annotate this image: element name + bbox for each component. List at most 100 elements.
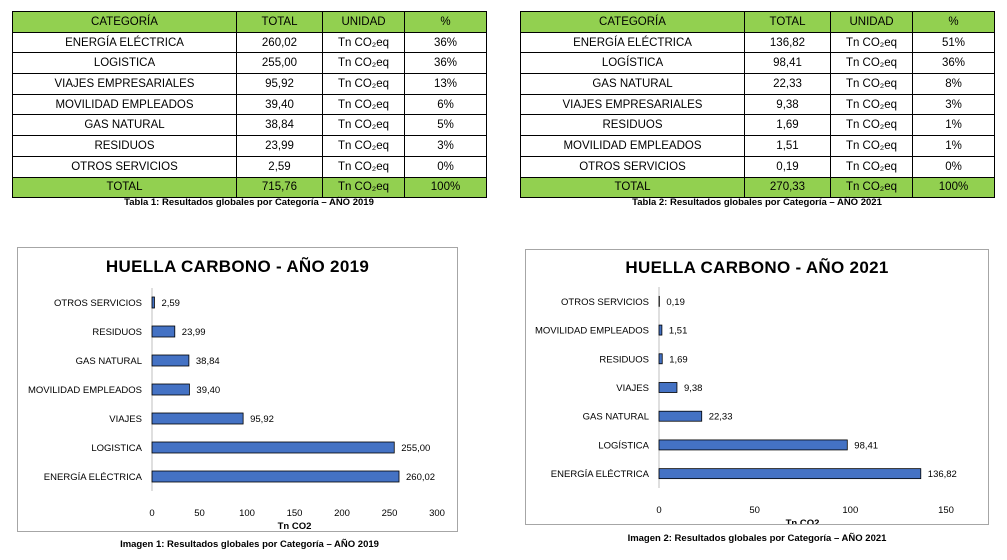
table-total-row: TOTAL 715,76 Tn CO₂eq 100%: [12, 176, 487, 199]
x-tick-label: 300: [429, 508, 445, 519]
bar: [658, 353, 663, 365]
results-table-2019: CATEGORÍA TOTAL UNIDAD % ENERGÍA ELÉCTRI…: [12, 11, 487, 199]
bar: [151, 354, 190, 367]
cell-unit: Tn CO₂eq: [322, 52, 405, 75]
cell-category: RESIDUOS: [520, 114, 745, 137]
table-row: VIAJES EMPRESARIALES 95,92 Tn CO₂eq 13%: [12, 73, 487, 95]
cell-total: 136,82: [744, 31, 831, 54]
value-label: 0,19: [666, 297, 685, 308]
cell-unit: Tn CO₂eq: [830, 73, 913, 95]
category-label: VIAJES: [616, 383, 649, 394]
chart-2019-plot: OTROS SERVICIOS 2,59 RESIDUOS 23,99 GAS NATU…: [28, 288, 445, 531]
x-axis-title: Tn CO2: [786, 518, 820, 524]
bar: [658, 382, 678, 393]
value-label: 23,99: [182, 327, 206, 338]
chart-2021-plot: OTROS SERVICIOS 0,19 MOVILIDAD EMPLEADOS 1,…: [535, 287, 957, 524]
x-tick-label: 250: [382, 508, 398, 519]
bar: [658, 468, 922, 480]
x-tick-label: 150: [287, 508, 303, 519]
cell-unit: Tn CO₂eq: [322, 31, 405, 54]
cell-unit: Tn CO₂eq: [830, 135, 913, 157]
table-row: ENERGÍA ELÉCTRICA 136,82 Tn CO₂eq 51%: [520, 31, 995, 54]
cell-total: 95,92: [236, 73, 323, 95]
cell-unit: Tn CO₂eq: [830, 114, 913, 137]
cell-percent: 36%: [404, 31, 487, 54]
category-label: GAS NATURAL: [76, 356, 142, 367]
x-tick-label: 50: [749, 505, 760, 516]
value-label: 136,82: [928, 469, 957, 480]
bar: [658, 439, 848, 451]
cell-percent: 6%: [404, 93, 487, 116]
category-label: RESIDUOS: [599, 354, 649, 365]
table-total-row: TOTAL 270,33 Tn CO₂eq 100%: [520, 176, 995, 199]
header-percent: %: [404, 11, 487, 33]
table-2021-caption: Tabla 2: Resultados globales por Categor…: [632, 197, 882, 208]
cell-category: LOGISTICA: [12, 52, 237, 75]
cell-percent: 36%: [404, 52, 487, 75]
table-row: OTROS SERVICIOS 2,59 Tn CO₂eq 0%: [12, 155, 487, 178]
chart-title: HUELLA CARBONO - AÑO 2019: [105, 257, 370, 276]
table-row: MOVILIDAD EMPLEADOS 39,40 Tn CO₂eq 6%: [12, 93, 487, 116]
header-unit: UNIDAD: [830, 11, 913, 33]
x-tick-label: 100: [842, 505, 858, 516]
bar: [658, 324, 663, 336]
bar: [151, 383, 190, 396]
cell-total: 1,51: [744, 135, 831, 157]
header-percent: %: [912, 11, 995, 33]
category-label: OTROS SERVICIOS: [54, 298, 142, 309]
value-label: 1,69: [669, 354, 688, 365]
cell-unit: Tn CO₂eq: [322, 135, 405, 157]
x-tick-label: 150: [938, 505, 954, 516]
header-total: TOTAL: [744, 11, 831, 33]
cell-total: 22,33: [744, 73, 831, 95]
x-tick-label: 100: [239, 508, 255, 519]
category-label: ENERGÍA ELÉCTRICA: [44, 472, 143, 483]
cell-category: LOGÍSTICA: [520, 52, 745, 75]
cell-total: 9,38: [744, 93, 831, 116]
x-tick-label: 0: [149, 508, 154, 519]
cell-total: 260,02: [236, 31, 323, 54]
cell-total: 23,99: [236, 135, 323, 157]
table-row: ENERGÍA ELÉCTRICA 260,02 Tn CO₂eq 36%: [12, 31, 487, 54]
category-label: VIAJES: [109, 414, 142, 425]
header-unit: UNIDAD: [322, 11, 405, 33]
cell-unit: Tn CO₂eq: [830, 31, 913, 54]
value-label: 2,59: [161, 298, 180, 309]
table-2019-container: CATEGORÍA TOTAL UNIDAD % ENERGÍA ELÉCTRI…: [12, 11, 487, 199]
category-label: LOGISTICA: [91, 443, 142, 454]
chart-2019-caption: Imagen 1: Resultados globales por Catego…: [120, 539, 379, 550]
cell-category: OTROS SERVICIOS: [12, 155, 237, 178]
cell-total: 38,84: [236, 114, 323, 137]
value-label: 9,38: [684, 383, 703, 394]
category-label: ENERGÍA ELÉCTRICA: [551, 469, 650, 480]
cell-unit: Tn CO₂eq: [830, 93, 913, 116]
cell-unit: Tn CO₂eq: [322, 93, 405, 116]
category-label: LOGÍSTICA: [598, 440, 649, 451]
category-label: GAS NATURAL: [583, 412, 649, 423]
cell-unit: Tn CO₂eq: [322, 73, 405, 95]
bar: [151, 296, 155, 309]
x-tick-label: 0: [656, 505, 661, 516]
chart-2021: HUELLA CARBONO - AÑO 2021 OTROS SERVICIO…: [525, 249, 989, 525]
header-category: CATEGORÍA: [520, 11, 745, 33]
cell-category: VIAJES EMPRESARIALES: [12, 73, 237, 95]
cell-unit: Tn CO₂eq: [322, 114, 405, 137]
value-label: 39,40: [196, 385, 220, 396]
table-row: RESIDUOS 23,99 Tn CO₂eq 3%: [12, 135, 487, 157]
cell-percent: 3%: [404, 135, 487, 157]
header-category: CATEGORÍA: [12, 11, 237, 33]
table-row: OTROS SERVICIOS 0,19 Tn CO₂eq 0%: [520, 155, 995, 178]
x-tick-label: 200: [334, 508, 350, 519]
value-label: 38,84: [196, 356, 220, 367]
table-row: RESIDUOS 1,69 Tn CO₂eq 1%: [520, 114, 995, 137]
cell-percent: 0%: [912, 155, 995, 178]
total-unit: Tn CO₂eq: [322, 176, 405, 199]
header-total: TOTAL: [236, 11, 323, 33]
cell-unit: Tn CO₂eq: [830, 52, 913, 75]
cell-total: 98,41: [744, 52, 831, 75]
x-tick-label: 50: [194, 508, 205, 519]
cell-unit: Tn CO₂eq: [830, 155, 913, 178]
cell-category: RESIDUOS: [12, 135, 237, 157]
results-table-2021: CATEGORÍA TOTAL UNIDAD % ENERGÍA ELÉCTRI…: [520, 11, 995, 199]
table-row: MOVILIDAD EMPLEADOS 1,51 Tn CO₂eq 1%: [520, 135, 995, 157]
